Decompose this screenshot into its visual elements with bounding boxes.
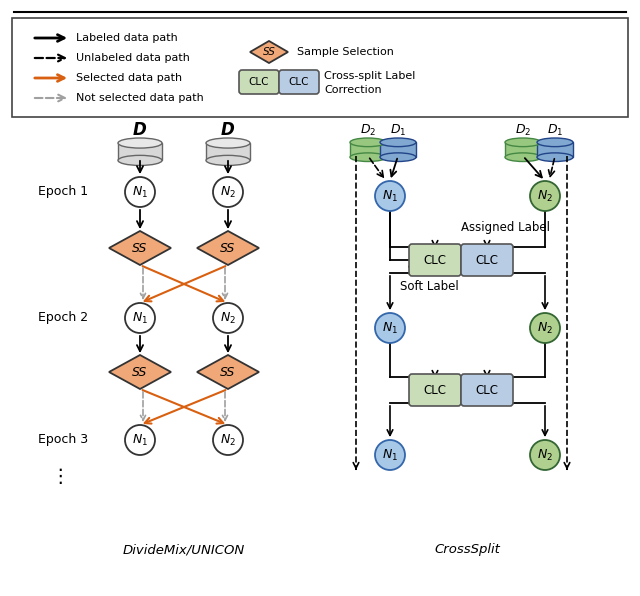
FancyBboxPatch shape bbox=[537, 142, 573, 157]
Text: $N_2$: $N_2$ bbox=[537, 448, 553, 462]
Text: Unlabeled data path: Unlabeled data path bbox=[76, 53, 190, 63]
FancyBboxPatch shape bbox=[409, 374, 461, 406]
Circle shape bbox=[125, 425, 155, 455]
Circle shape bbox=[125, 303, 155, 333]
Text: $N_1$: $N_1$ bbox=[132, 433, 148, 448]
Polygon shape bbox=[197, 231, 259, 265]
Text: Selected data path: Selected data path bbox=[76, 73, 182, 83]
Ellipse shape bbox=[118, 138, 162, 148]
Text: Soft Label: Soft Label bbox=[400, 280, 459, 293]
Text: $N_1$: $N_1$ bbox=[132, 184, 148, 200]
Text: SS: SS bbox=[262, 47, 275, 57]
Ellipse shape bbox=[505, 153, 541, 162]
FancyBboxPatch shape bbox=[461, 244, 513, 276]
FancyBboxPatch shape bbox=[505, 142, 541, 157]
Text: $\boldsymbol{D_2}$: $\boldsymbol{D_2}$ bbox=[360, 122, 376, 138]
Text: CLC: CLC bbox=[476, 383, 499, 396]
Text: $\boldsymbol{D_1}$: $\boldsymbol{D_1}$ bbox=[547, 122, 563, 138]
Ellipse shape bbox=[537, 153, 573, 162]
Text: $N_2$: $N_2$ bbox=[220, 184, 236, 200]
Circle shape bbox=[530, 181, 560, 211]
Text: SS: SS bbox=[220, 365, 236, 378]
Ellipse shape bbox=[537, 138, 573, 147]
Polygon shape bbox=[197, 355, 259, 389]
Text: CLC: CLC bbox=[476, 253, 499, 266]
Ellipse shape bbox=[380, 138, 416, 147]
Ellipse shape bbox=[206, 156, 250, 166]
Text: Assigned Label: Assigned Label bbox=[461, 222, 550, 234]
Text: Correction: Correction bbox=[324, 85, 381, 95]
Text: $\boldsymbol{D_1}$: $\boldsymbol{D_1}$ bbox=[390, 122, 406, 138]
Text: $N_2$: $N_2$ bbox=[537, 321, 553, 336]
Text: $N_1$: $N_1$ bbox=[132, 311, 148, 325]
FancyBboxPatch shape bbox=[12, 18, 628, 117]
Circle shape bbox=[530, 313, 560, 343]
Text: Not selected data path: Not selected data path bbox=[76, 93, 204, 103]
Text: SS: SS bbox=[132, 241, 148, 254]
Text: $N_1$: $N_1$ bbox=[382, 188, 398, 204]
Ellipse shape bbox=[118, 156, 162, 166]
Circle shape bbox=[213, 177, 243, 207]
FancyBboxPatch shape bbox=[279, 70, 319, 94]
Polygon shape bbox=[109, 355, 171, 389]
Text: $N_1$: $N_1$ bbox=[382, 448, 398, 462]
Circle shape bbox=[530, 440, 560, 470]
Text: SS: SS bbox=[132, 365, 148, 378]
Text: Labeled data path: Labeled data path bbox=[76, 33, 178, 43]
Text: SS: SS bbox=[220, 241, 236, 254]
Text: DivideMix/UNICON: DivideMix/UNICON bbox=[123, 544, 245, 557]
Text: Epoch 2: Epoch 2 bbox=[38, 312, 88, 324]
Text: Epoch 3: Epoch 3 bbox=[38, 433, 88, 446]
Circle shape bbox=[213, 425, 243, 455]
Text: $\boldsymbol{D}$: $\boldsymbol{D}$ bbox=[132, 121, 148, 139]
FancyBboxPatch shape bbox=[206, 143, 250, 160]
FancyBboxPatch shape bbox=[409, 244, 461, 276]
Text: Cross-split Label: Cross-split Label bbox=[324, 71, 415, 81]
FancyBboxPatch shape bbox=[239, 70, 279, 94]
Circle shape bbox=[213, 303, 243, 333]
Text: $N_2$: $N_2$ bbox=[220, 433, 236, 448]
Text: Sample Selection: Sample Selection bbox=[297, 47, 394, 57]
Polygon shape bbox=[250, 41, 288, 63]
FancyBboxPatch shape bbox=[380, 142, 416, 157]
Text: $N_2$: $N_2$ bbox=[537, 188, 553, 204]
FancyBboxPatch shape bbox=[118, 143, 162, 160]
Ellipse shape bbox=[350, 138, 386, 147]
Circle shape bbox=[375, 440, 405, 470]
Text: $N_2$: $N_2$ bbox=[220, 311, 236, 325]
Text: $\boldsymbol{D}$: $\boldsymbol{D}$ bbox=[220, 121, 236, 139]
Text: CLC: CLC bbox=[424, 383, 447, 396]
Text: CLC: CLC bbox=[424, 253, 447, 266]
Text: $\boldsymbol{D_2}$: $\boldsymbol{D_2}$ bbox=[515, 122, 531, 138]
Text: CLC: CLC bbox=[249, 77, 269, 87]
Ellipse shape bbox=[380, 153, 416, 162]
Ellipse shape bbox=[350, 153, 386, 162]
Circle shape bbox=[375, 181, 405, 211]
Circle shape bbox=[125, 177, 155, 207]
FancyBboxPatch shape bbox=[461, 374, 513, 406]
Text: $\vdots$: $\vdots$ bbox=[50, 466, 62, 486]
Text: $N_1$: $N_1$ bbox=[382, 321, 398, 336]
Text: CrossSplit: CrossSplit bbox=[435, 544, 500, 557]
Polygon shape bbox=[109, 231, 171, 265]
FancyBboxPatch shape bbox=[350, 142, 386, 157]
Text: Epoch 1: Epoch 1 bbox=[38, 185, 88, 198]
Text: CLC: CLC bbox=[289, 77, 309, 87]
Circle shape bbox=[375, 313, 405, 343]
Ellipse shape bbox=[505, 138, 541, 147]
Ellipse shape bbox=[206, 138, 250, 148]
